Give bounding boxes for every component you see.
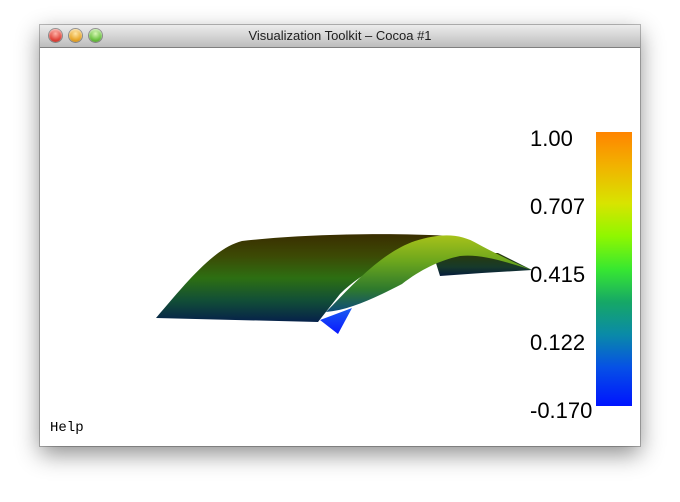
colorbar-label-min: -0.170: [530, 398, 593, 423]
colorbar-label-3: 0.415: [530, 262, 586, 287]
minimize-button[interactable]: [69, 29, 82, 42]
surface-blue-tip: [320, 308, 352, 334]
surface-right-wing: [435, 253, 532, 276]
window-title: Visualization Toolkit – Cocoa #1: [248, 28, 432, 43]
render-view[interactable]: 1.00 0.707 0.415 0.122 -0.170 Help: [40, 48, 640, 446]
surface-main-sheet: [156, 234, 450, 322]
colorbar-label-2: 0.707: [530, 194, 586, 219]
close-button[interactable]: [49, 29, 62, 42]
help-text[interactable]: Help: [50, 420, 84, 436]
zoom-button[interactable]: [89, 29, 102, 42]
title-bar[interactable]: Visualization Toolkit – Cocoa #1: [40, 25, 640, 48]
colorbar-label-max: 1.00: [530, 126, 573, 151]
surface-ridge: [326, 235, 532, 312]
surface-plot[interactable]: [40, 48, 640, 446]
vtk-window[interactable]: Visualization Toolkit – Cocoa #1: [40, 25, 640, 446]
colorbar-label-4: 0.122: [530, 330, 586, 355]
scalar-colorbar: [596, 132, 632, 406]
